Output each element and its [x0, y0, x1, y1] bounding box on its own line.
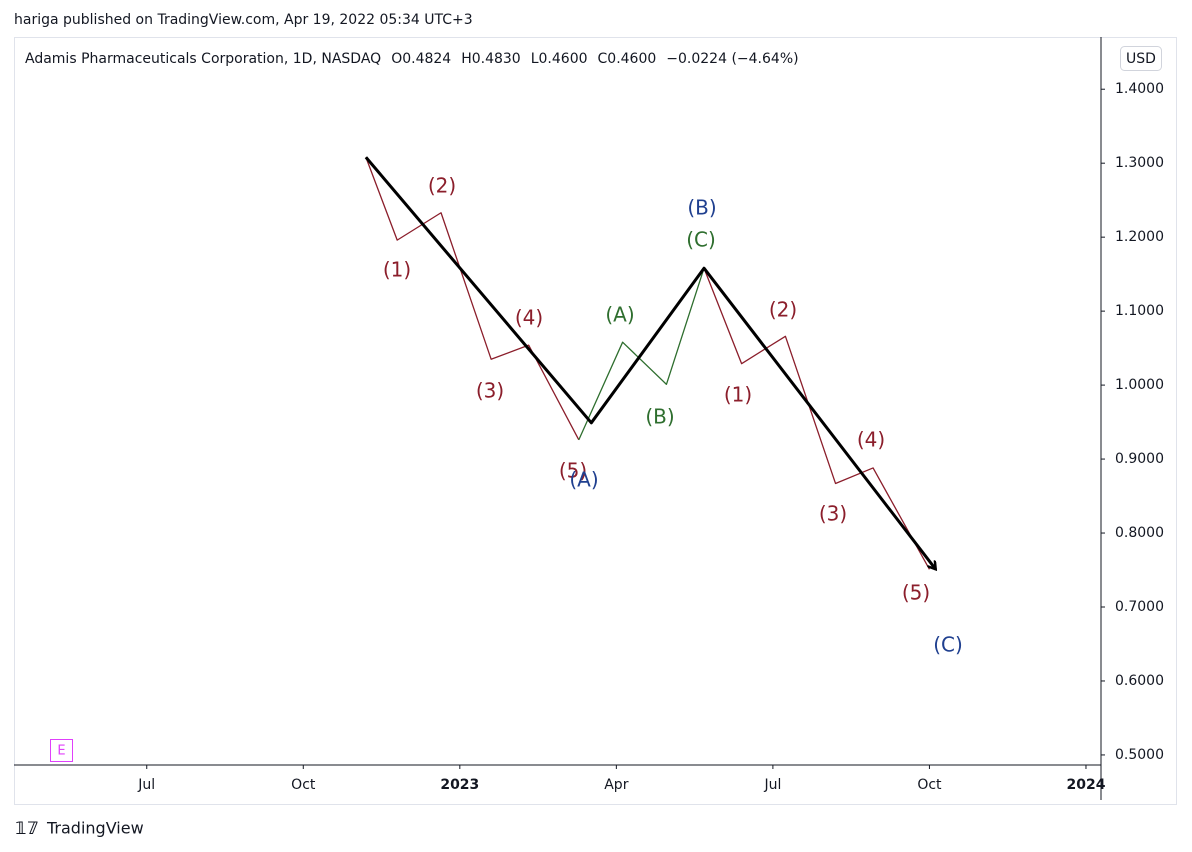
- wave-line: [578, 268, 705, 441]
- y-tick-label: 1.3000: [1115, 155, 1164, 171]
- y-tick-label: 1.0000: [1115, 377, 1164, 393]
- wave-label: (4): [857, 428, 885, 452]
- wave-label: (1): [383, 258, 411, 282]
- wave-line: [703, 267, 931, 570]
- wave-label: (3): [476, 379, 504, 403]
- wave-label: (C): [686, 228, 716, 252]
- y-tick-label: 1.1000: [1115, 303, 1164, 319]
- symbol: Adamis Pharmaceuticals Corporation, 1D, …: [25, 51, 381, 67]
- x-tick-label: Jul: [763, 777, 781, 793]
- ohlc-value: L0.4600: [531, 51, 588, 67]
- publisher: hariga published on TradingView.com, Apr…: [14, 12, 473, 28]
- x-tick-label: 2024: [1066, 777, 1105, 793]
- y-tick-label: 0.9000: [1115, 451, 1164, 467]
- x-tick-label: Oct: [291, 777, 316, 793]
- badge: E: [57, 744, 65, 759]
- ohlc: O0.4824 H0.4830 L0.4600 C0.4600 −0.0224 (−4.…: [391, 51, 798, 67]
- wave-label: (1): [724, 383, 752, 407]
- wave-line: [364, 156, 936, 569]
- x-tick-label: Oct: [917, 777, 942, 793]
- brand: TradingView: [46, 819, 144, 838]
- wave-line: [365, 157, 580, 441]
- wave-label: (5): [902, 581, 930, 605]
- frame: [14, 37, 1177, 805]
- wave-label: (3): [819, 502, 847, 526]
- wave-label: (A): [605, 303, 634, 327]
- ohlc-value: H0.4830: [461, 51, 521, 67]
- y-tick-label: 0.8000: [1115, 525, 1164, 541]
- y-tick-label: 0.6000: [1115, 673, 1164, 689]
- wave-label: (5): [559, 459, 587, 483]
- ohlc-value: −0.0224 (−4.64%): [666, 51, 798, 67]
- ohlc-value: C0.4600: [598, 51, 657, 67]
- wave-label: (C): [933, 633, 963, 657]
- y-tick-label: 0.5000: [1115, 747, 1164, 763]
- x-tick-label: Apr: [604, 777, 628, 793]
- wave-label: (B): [687, 196, 716, 220]
- logo: 𝟙𝟟: [15, 819, 39, 839]
- y-tick-label: 1.4000: [1115, 81, 1164, 97]
- wave-label: (2): [428, 174, 456, 198]
- badge-box: [50, 739, 73, 762]
- wave-label: (2): [769, 298, 797, 322]
- currency-box: [1120, 46, 1162, 71]
- wave-label: (4): [515, 306, 543, 330]
- x-tick-label: 2023: [440, 777, 479, 793]
- currency: USD: [1126, 51, 1156, 67]
- ohlc-value: O0.4824: [391, 51, 451, 67]
- x-tick-label: Jul: [137, 777, 155, 793]
- y-tick-label: 1.2000: [1115, 229, 1164, 245]
- wave-label: (B): [645, 405, 674, 429]
- y-tick-label: 0.7000: [1115, 599, 1164, 615]
- wave-label: (A): [569, 468, 598, 492]
